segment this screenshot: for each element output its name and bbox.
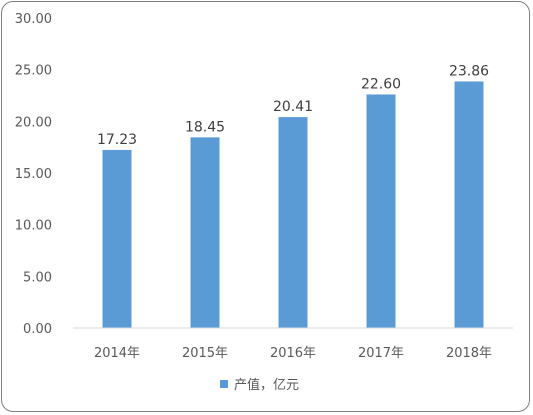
x-tick-label: 2018年 <box>446 346 492 361</box>
x-tick-label: 2014年 <box>94 346 140 361</box>
x-tick-label: 2015年 <box>182 346 228 361</box>
data-label: 23.86 <box>449 63 489 79</box>
bars <box>102 81 484 329</box>
data-labels: 17.23 18.45 20.41 22.60 23.86 <box>97 63 489 148</box>
y-tick-label: 5.00 <box>23 270 52 285</box>
y-tick-label: 15.00 <box>15 167 52 182</box>
bar <box>454 81 484 329</box>
data-label: 18.45 <box>185 119 225 135</box>
y-tick-label: 25.00 <box>15 64 52 79</box>
y-tick-label: 30.00 <box>15 12 52 27</box>
x-tick-label: 2016年 <box>270 346 316 361</box>
bar <box>278 117 308 328</box>
y-tick-label: 0.00 <box>23 322 52 337</box>
x-axis-ticks: 2014年 2015年 2016年 2017年 2018年 <box>94 346 492 361</box>
legend-label: 产值，亿元 <box>234 377 299 393</box>
legend-swatch <box>220 380 228 388</box>
data-label: 20.41 <box>273 99 313 115</box>
legend: 产值，亿元 <box>220 377 299 393</box>
data-label: 17.23 <box>97 132 137 148</box>
data-label: 22.60 <box>361 76 401 92</box>
y-axis-ticks: 0.00 5.00 10.00 15.00 20.00 25.00 30.00 <box>15 12 52 337</box>
x-tick-label: 2017年 <box>358 346 404 361</box>
bar <box>190 137 220 328</box>
y-tick-label: 20.00 <box>15 115 52 130</box>
bar <box>366 94 396 328</box>
bar <box>102 149 132 328</box>
y-tick-label: 10.00 <box>15 219 52 234</box>
